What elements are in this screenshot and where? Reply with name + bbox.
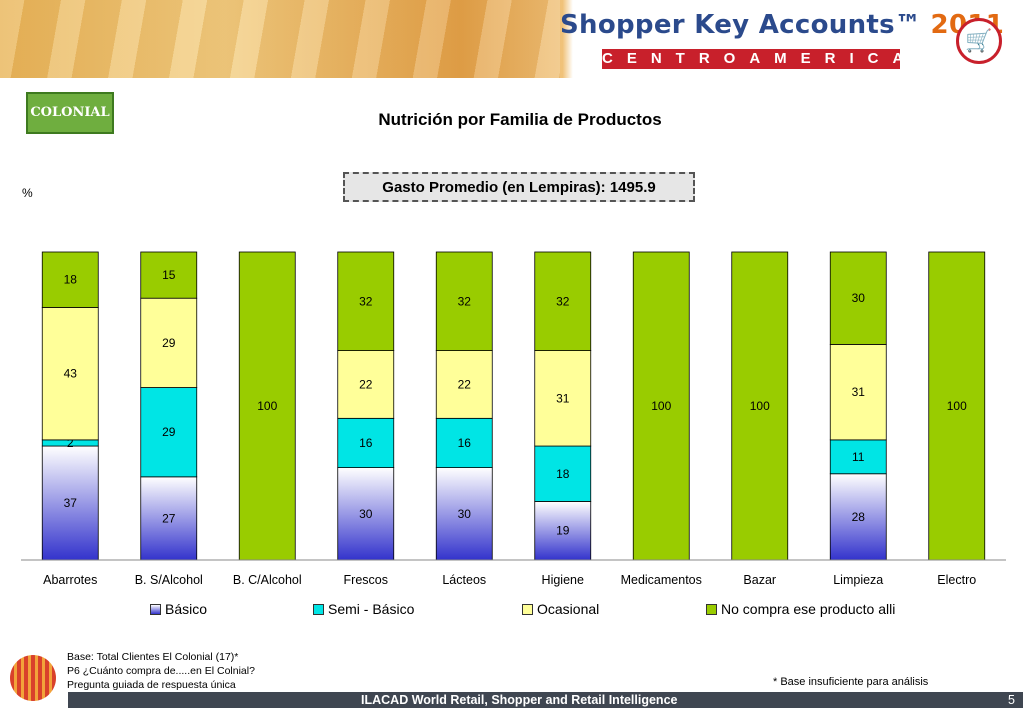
- data-label: 2: [67, 436, 74, 450]
- note-question: P6 ¿Cuánto compra de.....en El Colnial?: [67, 665, 255, 677]
- banner-photo: [0, 0, 560, 78]
- data-label: 31: [852, 385, 866, 399]
- x-tick-label: Bazar: [743, 573, 776, 587]
- data-label: 32: [458, 294, 472, 308]
- bar-segment: [534, 501, 592, 561]
- region-label: CENTROAMERICA: [602, 49, 918, 69]
- brand-name: Shopper Key Accounts™: [560, 10, 922, 40]
- data-label: 31: [556, 391, 570, 405]
- data-label: 32: [359, 294, 373, 308]
- colonial-logo: COLONIAL: [26, 92, 114, 134]
- bar-segment: [41, 251, 99, 308]
- note-guided: Pregunta guiada de respuesta única: [67, 679, 236, 691]
- bar-segment: [41, 307, 99, 441]
- legend-item: No compra ese producto alli: [706, 601, 895, 617]
- bar-segment: [829, 344, 887, 441]
- x-tick-label: Higiene: [542, 573, 584, 587]
- bar-segment: [435, 350, 493, 419]
- bar-segment: [41, 445, 99, 561]
- data-label: 100: [651, 399, 671, 413]
- data-label: 43: [64, 367, 78, 381]
- bar-segment: [829, 439, 887, 475]
- insufficient-base-note: * Base insuficiente para análisis: [773, 676, 929, 688]
- shopping-cart-icon: 🛒: [956, 18, 1002, 64]
- footer-bar: ILACAD World Retail, Shopper and Retail …: [68, 692, 1023, 708]
- bar-segment: [632, 251, 690, 561]
- legend-label: No compra ese producto alli: [721, 601, 896, 617]
- note-base: Base: Total Clientes El Colonial (17)*: [67, 651, 239, 663]
- legend-item: Semi - Básico: [313, 601, 414, 617]
- bar-segment: [337, 350, 395, 419]
- data-label: 37: [64, 496, 78, 510]
- bar-segment: [337, 417, 395, 469]
- legend-item: Básico: [150, 601, 207, 617]
- ilacad-logo: [10, 655, 56, 701]
- bar-segment: [435, 417, 493, 469]
- legend-label: Básico: [165, 601, 208, 617]
- x-tick-label: B. C/Alcohol: [233, 573, 302, 587]
- header-banner: Shopper Key Accounts™ 2011 CENTROAMERICA…: [0, 0, 1023, 78]
- bar-segment: [238, 251, 296, 561]
- data-label: 22: [359, 377, 373, 391]
- bar-segment: [435, 251, 493, 351]
- footer-text: ILACAD World Retail, Shopper and Retail …: [361, 693, 678, 707]
- bar-segment: [140, 251, 198, 299]
- data-label: 18: [556, 467, 570, 481]
- legend-swatch: [706, 603, 717, 615]
- x-tick-label: Medicamentos: [621, 573, 702, 587]
- bar-segment: [829, 251, 887, 345]
- data-label: 29: [162, 425, 176, 439]
- data-label: 30: [852, 291, 866, 305]
- legend-swatch: [150, 603, 161, 615]
- data-label: 29: [162, 336, 176, 350]
- legend-swatch: [313, 603, 324, 615]
- x-tick-label: Electro: [937, 573, 976, 587]
- legend-label: Ocasional: [537, 601, 600, 617]
- data-label: 18: [64, 273, 78, 287]
- data-label: 11: [852, 450, 865, 464]
- data-label: 32: [556, 294, 570, 308]
- base-notes: Base: Total Clientes El Colonial (17)* P…: [67, 650, 255, 692]
- x-axis-labels: Abarrotes B. S/Alcohol B. C/Alcohol Frescos…: [43, 573, 976, 587]
- bar-segment: [731, 251, 789, 561]
- data-label: 30: [458, 507, 472, 521]
- bar-segment: [534, 350, 592, 447]
- gasto-promedio-box: Gasto Promedio (en Lempiras): 1495.9: [343, 172, 695, 202]
- x-tick-label: B. S/Alcohol: [135, 573, 203, 587]
- page-title: Nutrición por Familia de Productos: [378, 110, 662, 129]
- x-tick-label: Frescos: [344, 573, 388, 587]
- data-label: 16: [359, 436, 373, 450]
- data-label: 100: [257, 399, 277, 413]
- x-tick-label: Abarrotes: [43, 573, 97, 587]
- stacked-bar-chart: 37 2 43 18 27 29 29 15 100 30 16 22 32 30 16 22 32 19 18 31…: [21, 251, 1006, 587]
- data-label: 16: [458, 436, 472, 450]
- data-label: 22: [458, 377, 472, 391]
- bar-segment: [435, 467, 493, 561]
- x-tick-label: Lácteos: [442, 573, 486, 587]
- legend-swatch: [522, 603, 533, 615]
- data-label: 19: [556, 524, 570, 538]
- bar-segment: [337, 251, 395, 351]
- bar-segment: [928, 251, 986, 561]
- bar-segment: [534, 445, 592, 502]
- page-number: 5: [1008, 693, 1015, 707]
- bars-group: 37 2 43 18 27 29 29 15 100 30 16 22 32 30 16 22 32 19 18 31…: [41, 251, 986, 561]
- brand-title: Shopper Key Accounts™ 2011: [560, 10, 1004, 40]
- x-tick-label: Limpieza: [833, 573, 883, 587]
- data-label: 30: [359, 507, 373, 521]
- unit-label: %: [22, 186, 33, 200]
- data-label: 27: [162, 511, 176, 525]
- data-label: 100: [750, 399, 770, 413]
- legend-label: Semi - Básico: [328, 601, 415, 617]
- bar-segment: [337, 467, 395, 561]
- bar-segment: [534, 251, 592, 351]
- data-label: 15: [162, 268, 176, 282]
- legend-item: Ocasional: [522, 601, 599, 617]
- data-label: 28: [852, 510, 866, 524]
- data-label: 100: [947, 399, 967, 413]
